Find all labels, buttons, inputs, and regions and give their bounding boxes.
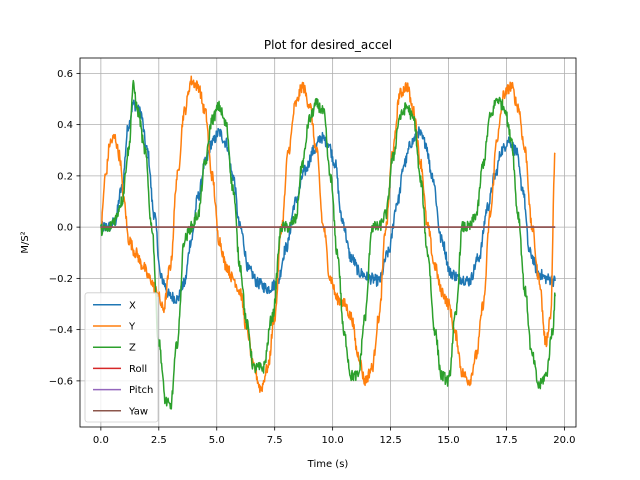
- x-tick-label: 12.5: [379, 435, 401, 446]
- x-tick-label: 2.5: [151, 435, 167, 446]
- series-lines: [100, 75, 556, 410]
- chart-title: Plot for desired_accel: [264, 38, 392, 52]
- series-line-x: [100, 99, 556, 304]
- x-tick-label: 5.0: [209, 435, 225, 446]
- legend-label-pitch: Pitch: [129, 385, 153, 396]
- y-axis-label: M/S²: [20, 231, 31, 253]
- axis-ticks: 0.0 2.5 5.0 7.5 10.0 12.5 15.0 17.5 20.0 −0.6 −0.4…: [49, 69, 576, 446]
- x-tick-label: 7.5: [267, 435, 283, 446]
- x-axis-label: Time (s): [307, 459, 349, 470]
- x-tick-label: 20.0: [553, 435, 575, 446]
- legend-label-x: X: [129, 300, 136, 311]
- legend-label-yaw: Yaw: [128, 406, 148, 417]
- legend-box: [84, 292, 159, 423]
- x-tick-label: 10.0: [322, 435, 344, 446]
- plot-area-frame: [79, 57, 577, 428]
- legend-label-roll: Roll: [129, 364, 147, 375]
- legend-label-y: Y: [128, 322, 136, 333]
- y-tick-label: 0.4: [57, 120, 73, 131]
- series-line-z: [100, 79, 556, 410]
- x-tick-label: 0.0: [93, 435, 109, 446]
- y-tick-label: −0.4: [49, 325, 73, 336]
- y-tick-label: 0.6: [57, 69, 73, 80]
- legend-label-z: Z: [129, 343, 136, 354]
- y-tick-label: 0.0: [57, 223, 73, 234]
- x-tick-label: 17.5: [495, 435, 517, 446]
- legend: XYZ Roll Pitch Yaw: [84, 292, 159, 423]
- x-tick-label: 15.0: [437, 435, 459, 446]
- y-tick-label: −0.6: [49, 376, 73, 387]
- y-tick-label: −0.2: [49, 274, 73, 285]
- series-line-y: [100, 75, 556, 393]
- y-tick-label: 0.2: [57, 171, 73, 182]
